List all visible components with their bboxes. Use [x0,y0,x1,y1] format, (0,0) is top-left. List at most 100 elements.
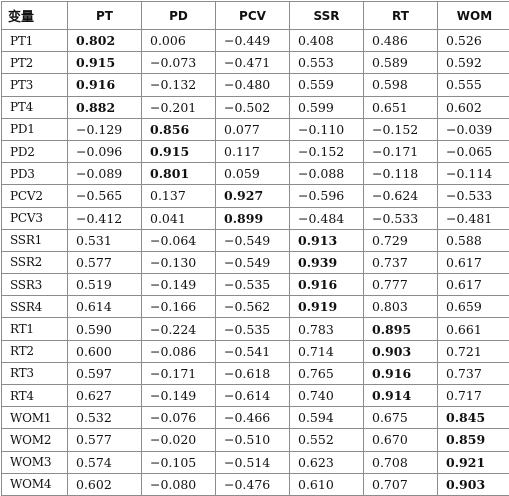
loading-cell: 0.915 [68,52,142,74]
loading-cell: −0.039 [438,118,509,140]
header-pt: PT [68,2,142,30]
loading-cell: 0.597 [68,362,142,384]
loading-cell: 0.651 [364,96,438,118]
loading-cell: 0.659 [438,296,509,318]
loading-cell: 0.916 [290,274,364,296]
loading-cell: 0.519 [68,274,142,296]
loading-cell: −0.130 [142,251,216,273]
row-label: RT4 [2,385,68,407]
loading-cell: 0.117 [216,140,290,162]
loading-cell: −0.533 [364,207,438,229]
loading-cell: −0.096 [68,140,142,162]
row-label: WOM4 [2,473,68,495]
row-label: WOM3 [2,451,68,473]
row-label: PT2 [2,52,68,74]
loading-cell: 0.916 [68,74,142,96]
loading-cell: −0.073 [142,52,216,74]
loading-cell: −0.549 [216,229,290,251]
row-label: SSR3 [2,274,68,296]
loading-cell: 0.740 [290,385,364,407]
loading-cell: −0.484 [290,207,364,229]
loading-cell: −0.480 [216,74,290,96]
loading-cell: −0.080 [142,473,216,495]
loading-cell: 0.077 [216,118,290,140]
row-label: PD2 [2,140,68,162]
loading-cell: −0.152 [364,118,438,140]
loading-cell: 0.927 [216,185,290,207]
loading-cell: 0.486 [364,30,438,52]
loading-cell: −0.533 [438,185,509,207]
row-label: SSR1 [2,229,68,251]
loading-cell: 0.801 [142,163,216,185]
row-label: PT4 [2,96,68,118]
loading-cell: 0.916 [364,362,438,384]
loading-cell: 0.708 [364,451,438,473]
loading-cell: 0.526 [438,30,509,52]
header-pcv: PCV [216,2,290,30]
header-pd: PD [142,2,216,30]
row-label: RT2 [2,340,68,362]
loading-cell: 0.783 [290,318,364,340]
loading-cell: 0.899 [216,207,290,229]
loading-cell: 0.623 [290,451,364,473]
loading-cell: 0.721 [438,340,509,362]
loading-cell: −0.152 [290,140,364,162]
loading-cell: 0.859 [438,429,509,451]
loading-cell: 0.617 [438,274,509,296]
loading-cell: 0.589 [364,52,438,74]
loading-cell: 0.594 [290,407,364,429]
loading-cell: −0.514 [216,451,290,473]
loading-cell: 0.614 [68,296,142,318]
loading-cell: −0.118 [364,163,438,185]
loading-cell: −0.201 [142,96,216,118]
loading-cell: 0.577 [68,251,142,273]
loading-cell: −0.224 [142,318,216,340]
header-variable: 变量 [2,2,68,30]
loading-cell: −0.481 [438,207,509,229]
loading-cell: 0.408 [290,30,364,52]
loading-cell: 0.845 [438,407,509,429]
loading-cell: 0.939 [290,251,364,273]
row-label: WOM2 [2,429,68,451]
loading-cell: −0.089 [68,163,142,185]
row-label: RT3 [2,362,68,384]
header-ssr: SSR [290,2,364,30]
loading-cell: 0.737 [438,362,509,384]
loading-cell: 0.602 [68,473,142,495]
loading-cell: 0.737 [364,251,438,273]
loading-cell: 0.921 [438,451,509,473]
loading-cell: 0.882 [68,96,142,118]
row-label: PCV3 [2,207,68,229]
loading-cell: 0.592 [438,52,509,74]
row-label: SSR2 [2,251,68,273]
loading-cell: −0.149 [142,274,216,296]
row-label: PCV2 [2,185,68,207]
loading-cell: 0.675 [364,407,438,429]
loading-cell: 0.553 [290,52,364,74]
loading-cell: 0.532 [68,407,142,429]
row-label: RT1 [2,318,68,340]
loading-cell: 0.531 [68,229,142,251]
loading-cell: 0.006 [142,30,216,52]
row-label: PD1 [2,118,68,140]
loading-cell: −0.541 [216,340,290,362]
loading-cell: 0.600 [68,340,142,362]
loading-cell: −0.535 [216,274,290,296]
loading-cell: 0.602 [438,96,509,118]
loading-cell: −0.510 [216,429,290,451]
